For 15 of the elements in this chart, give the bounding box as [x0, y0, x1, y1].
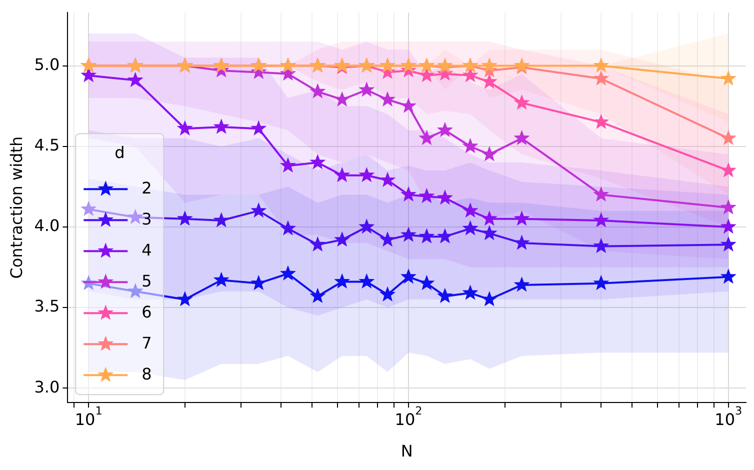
legend-label: 5	[142, 271, 152, 290]
y-tick-label: 4.5	[34, 136, 60, 155]
x-axis-title: N	[400, 442, 413, 461]
y-tick-label: 3.5	[34, 296, 60, 316]
legend-title: d	[114, 142, 125, 162]
legend-label: 6	[142, 302, 152, 322]
y-tick-label: 5.0	[34, 54, 60, 74]
legend-label: 7	[142, 333, 152, 352]
y-axis-title: Contraction width	[6, 136, 26, 279]
y-tick-label: 4.0	[34, 216, 60, 236]
legend-label: 3	[142, 209, 152, 228]
legend-label: 4	[142, 240, 152, 260]
legend-label: 2	[142, 178, 152, 198]
legend-label: 8	[142, 364, 152, 384]
y-tick-label: 3.0	[34, 377, 60, 396]
